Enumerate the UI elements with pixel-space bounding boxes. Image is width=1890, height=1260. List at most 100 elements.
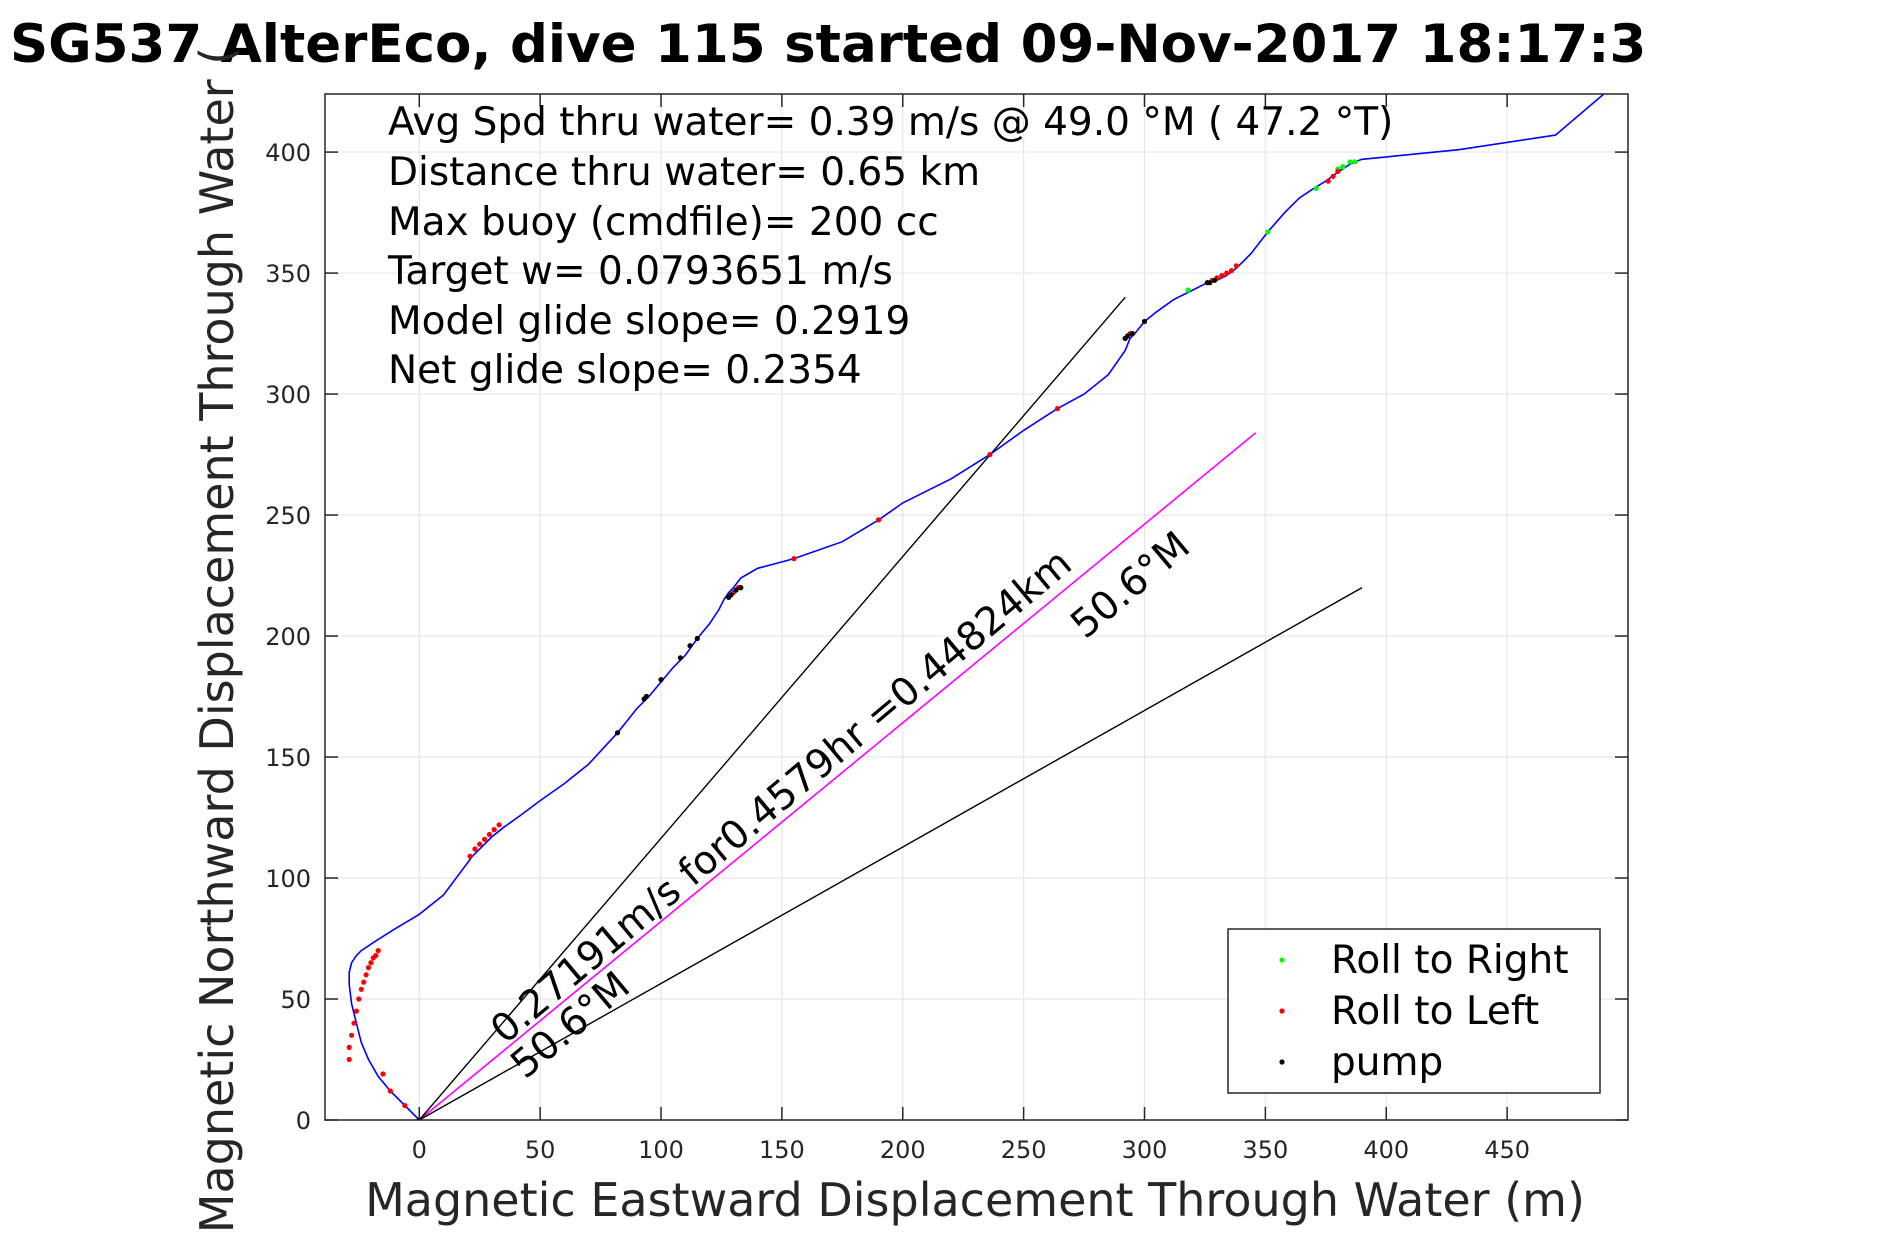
marker-roll-to-left: [368, 960, 374, 966]
y-tick-label: 250: [265, 502, 311, 530]
annotation-block: Avg Spd thru water= 0.39 m/s @ 49.0 °M (…: [387, 100, 1393, 393]
marker-roll-to-left: [356, 996, 362, 1002]
x-tick-label: 100: [638, 1136, 684, 1164]
annotation-model-glide: Model glide slope= 0.2919: [388, 299, 910, 344]
marker-pump: [728, 592, 734, 598]
x-tick-label: 350: [1242, 1136, 1288, 1164]
x-tick-label: 450: [1484, 1136, 1530, 1164]
marker-roll-to-left: [380, 1071, 386, 1077]
x-tick-label: 50: [525, 1136, 556, 1164]
y-tick-label: 350: [265, 260, 311, 288]
marker-roll-to-left: [1330, 173, 1336, 179]
marker-roll-to-left: [1054, 406, 1061, 412]
marker-roll-to-left: [1228, 268, 1235, 274]
marker-pump: [1129, 331, 1135, 337]
marker-roll-to-left: [477, 841, 483, 847]
marker-roll-to-left: [349, 1032, 355, 1038]
annotation-avg-speed: Avg Spd thru water= 0.39 m/s @ 49.0 °M (…: [388, 100, 1393, 145]
y-tick-label: 100: [265, 865, 311, 893]
marker-pump: [614, 730, 621, 736]
marker-pump: [738, 585, 744, 591]
marker-roll-to-right: [1352, 159, 1358, 165]
reference-lines: [418, 296, 1363, 1120]
y-tick-label: 0: [296, 1107, 311, 1135]
y-tick-label: 200: [265, 623, 311, 651]
marker-roll-to-left: [467, 853, 473, 859]
marker-roll-to-left: [472, 846, 478, 852]
marker-roll-to-left: [373, 952, 379, 959]
legend-label-pump: pump: [1331, 1040, 1443, 1085]
marker-roll-to-left: [375, 948, 381, 954]
x-tick-label: 300: [1122, 1136, 1168, 1164]
marker-pump: [677, 655, 684, 661]
marker-roll-to-left: [365, 965, 372, 971]
marker-group: [346, 159, 1358, 1120]
marker-roll-to-right: [1313, 185, 1319, 191]
marker-roll-to-left: [876, 517, 882, 523]
legend-marker-roll-right: [1279, 957, 1285, 963]
marker-pump: [694, 635, 700, 642]
chart-title: SG537 AlterEco, dive 115 started 09-Nov-…: [10, 14, 1646, 75]
annotation-distance: Distance thru water= 0.65 km: [388, 150, 980, 195]
legend-box: [1227, 928, 1601, 1094]
marker-roll-to-left: [791, 556, 797, 562]
marker-pump: [658, 677, 664, 683]
legend-marker-roll-left: [1279, 1008, 1285, 1014]
marker-roll-to-left: [496, 822, 502, 828]
track-line: [348, 94, 1605, 1120]
y-tick-label: 300: [265, 381, 311, 409]
x-axis-label: Magnetic Eastward Displacement Through W…: [365, 1173, 1585, 1227]
annotation-target-w: Target w= 0.0793651 m/s: [387, 249, 893, 294]
marker-roll-to-left: [1219, 272, 1225, 279]
axes-box: [324, 93, 1629, 1121]
x-tick-label: 0: [412, 1136, 427, 1164]
plot-area: [346, 94, 1605, 1120]
x-tick-label: 250: [1001, 1136, 1047, 1164]
y-tick-label: 50: [280, 986, 311, 1014]
marker-pump: [687, 643, 693, 649]
tick-group: 0 50 100 150 200 250 300 350 400 450 0 50 100 150 200 2…: [265, 94, 1628, 1164]
marker-pump: [1207, 280, 1213, 286]
x-tick-label: 200: [880, 1136, 926, 1164]
legend: Roll to Right Roll to Left pump: [1227, 928, 1601, 1094]
marker-roll-to-left: [486, 831, 492, 838]
marker-pump: [1125, 333, 1131, 339]
marker-roll-to-left: [987, 452, 993, 458]
x-tick-label: 150: [759, 1136, 805, 1164]
marker-roll-to-left: [346, 1056, 352, 1063]
current-line: [418, 432, 1257, 1120]
marker-roll-to-left: [482, 836, 488, 842]
marker-roll-to-right: [1265, 229, 1271, 235]
legend-label-roll-right: Roll to Right: [1331, 938, 1569, 983]
legend-label-roll-left: Roll to Left: [1331, 989, 1539, 1034]
reference-line-2: [418, 586, 1363, 1120]
x-tick-label: 400: [1363, 1136, 1409, 1164]
marker-roll-to-left: [358, 986, 364, 992]
marker-roll-to-left: [1224, 270, 1230, 276]
marker-roll-to-right: [1340, 164, 1346, 170]
marker-roll-to-left: [1335, 168, 1341, 174]
marker-roll-to-left: [1325, 178, 1331, 184]
marker-roll-to-left: [346, 1044, 352, 1050]
track-line-group: [348, 94, 1605, 1120]
marker-roll-to-left: [491, 827, 497, 833]
marker-roll-to-left: [361, 979, 367, 985]
marker-roll-to-left: [363, 972, 369, 978]
y-axis-label: Magnetic Northward Displacement Through …: [190, 47, 244, 1233]
reference-line-1: [418, 296, 1126, 1120]
y-tick-label: 400: [265, 139, 311, 167]
marker-pump: [643, 693, 650, 700]
annotation-net-glide: Net glide slope= 0.2354: [388, 348, 862, 393]
marker-roll-to-left: [402, 1102, 408, 1109]
marker-pump: [1141, 318, 1148, 325]
marker-roll-to-left: [351, 1020, 357, 1026]
marker-roll-to-left: [387, 1088, 393, 1094]
legend-marker-pump: [1279, 1059, 1285, 1065]
marker-pump: [1212, 277, 1218, 283]
marker-roll-to-left: [353, 1008, 359, 1014]
marker-roll-to-right: [1347, 159, 1353, 165]
marker-roll-to-right: [1185, 287, 1191, 293]
y-tick-label: 150: [265, 744, 311, 772]
marker-pump: [733, 587, 739, 593]
